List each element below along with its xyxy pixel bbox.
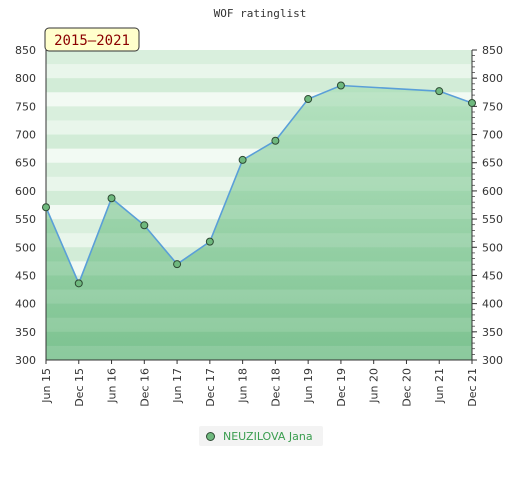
period-label: 2015–2021	[44, 27, 140, 52]
data-point	[74, 279, 83, 288]
data-points	[42, 81, 476, 288]
y-tick-label-left: 500	[15, 241, 36, 254]
x-tick-label: Jun 16	[106, 368, 119, 404]
x-axis-labels: Jun 15 Dec 15 Jun 16 Dec 16 Jun 17 Dec 17 Jun …	[40, 368, 479, 407]
data-point	[173, 260, 182, 269]
y-axis-left-labels: 300 350 400 450 500 550 600 650 700 750 800 850	[15, 44, 36, 367]
data-point	[140, 221, 149, 230]
y-tick-label-left: 800	[15, 72, 36, 85]
y-tick-label-left: 300	[15, 354, 36, 367]
y-tick-label-right: 550	[482, 213, 503, 226]
x-tick-label: Jun 19	[302, 368, 315, 404]
x-tick-label: Dec 15	[73, 368, 86, 407]
x-tick-label: Dec 20	[400, 368, 413, 407]
y-tick-label-right: 300	[482, 354, 503, 367]
data-point	[435, 87, 444, 96]
data-point	[107, 194, 116, 203]
x-tick-label: Jun 21	[433, 368, 446, 404]
period-label-text: 2015–2021	[54, 33, 130, 49]
x-tick-label: Jun 20	[368, 368, 381, 404]
y-tick-label-left: 600	[15, 185, 36, 198]
y-tick-label-right: 800	[482, 72, 503, 85]
y-axis-right-labels: 300 350 400 450 500 550 600 650 700 750 800 850	[482, 44, 503, 367]
x-tick-label: Jun 18	[237, 368, 250, 404]
data-point	[238, 155, 247, 164]
x-tick-label: Jun 17	[171, 368, 184, 404]
y-tick-label-right: 700	[482, 129, 503, 142]
data-point	[304, 95, 313, 104]
y-tick-label-left: 450	[15, 269, 36, 282]
series-line	[45, 84, 473, 286]
y-tick-label-right: 850	[482, 44, 503, 57]
y-tick-label-right: 750	[482, 100, 503, 113]
x-tick-label: Dec 16	[138, 368, 151, 407]
data-point	[336, 81, 345, 90]
y-tick-label-left: 650	[15, 157, 36, 170]
y-tick-label-left: 750	[15, 100, 36, 113]
legend: NEUZILOVA Jana	[199, 426, 323, 446]
chart-title: WOF ratinglist	[214, 7, 307, 20]
y-tick-label-left: 350	[15, 326, 36, 339]
y-tick-label-left: 850	[15, 44, 36, 57]
y-tick-label-right: 400	[482, 298, 503, 311]
legend-marker-icon	[206, 431, 215, 441]
y-tick-label-left: 550	[15, 213, 36, 226]
y-tick-label-right: 350	[482, 326, 503, 339]
x-tick-label: Jun 15	[40, 368, 53, 404]
y-tick-label-right: 650	[482, 157, 503, 170]
y-tick-label-left: 400	[15, 298, 36, 311]
x-tick-label: Dec 17	[204, 368, 217, 407]
y-tick-label-right: 500	[482, 241, 503, 254]
series-area	[46, 85, 472, 360]
series-line-layer	[45, 84, 473, 286]
x-tick-label: Dec 19	[335, 368, 348, 407]
data-point	[468, 98, 476, 107]
data-point	[205, 237, 214, 246]
x-tick-label: Dec 18	[269, 368, 282, 407]
data-point	[271, 136, 280, 145]
y-tick-label-right: 450	[482, 269, 503, 282]
y-tick-label-right: 600	[482, 185, 503, 198]
legend-label: NEUZILOVA Jana	[223, 429, 313, 443]
data-point	[42, 203, 50, 212]
x-tick-label: Dec 21	[466, 368, 479, 407]
y-tick-label-left: 700	[15, 129, 36, 142]
